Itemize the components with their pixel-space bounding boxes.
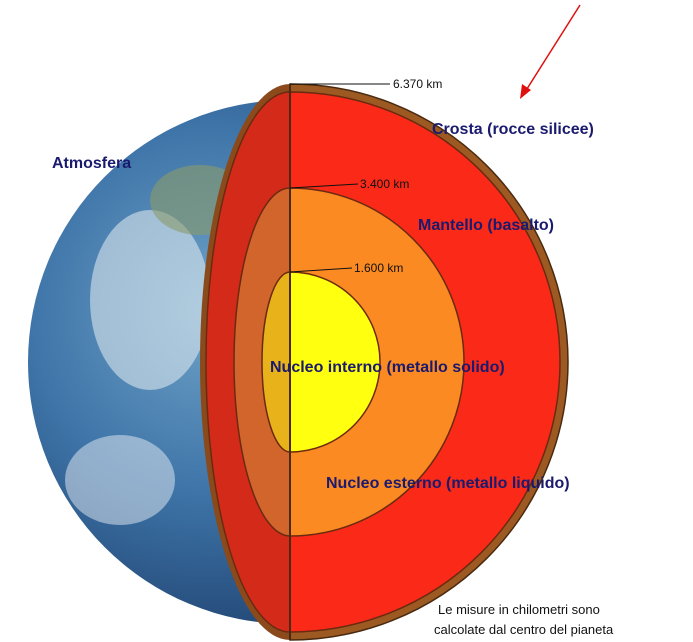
layer-label: Mantello (basalto) xyxy=(418,217,554,234)
note: calcolate dal centro del pianeta xyxy=(434,622,614,637)
leader xyxy=(289,267,353,273)
inner-core xyxy=(289,271,381,453)
distance-label: 3.400 km xyxy=(360,177,409,191)
arrow-head xyxy=(520,84,531,99)
layer-label: Nucleo interno (metallo solido) xyxy=(270,359,505,376)
layer-label: Nucleo esterno (metallo liquido) xyxy=(326,475,570,492)
clouds xyxy=(65,435,175,525)
arrow xyxy=(524,4,581,93)
distance-label: 1.600 km xyxy=(354,261,403,275)
leader xyxy=(289,183,359,189)
distance-label: 6.370 km xyxy=(393,77,442,91)
inner-core-face xyxy=(261,271,291,453)
layer-label: Atmosfera xyxy=(52,155,131,172)
clouds xyxy=(90,210,210,390)
layer-label: Crosta (rocce silicee) xyxy=(432,121,594,138)
note: Le misure in chilometri sono xyxy=(438,602,600,617)
